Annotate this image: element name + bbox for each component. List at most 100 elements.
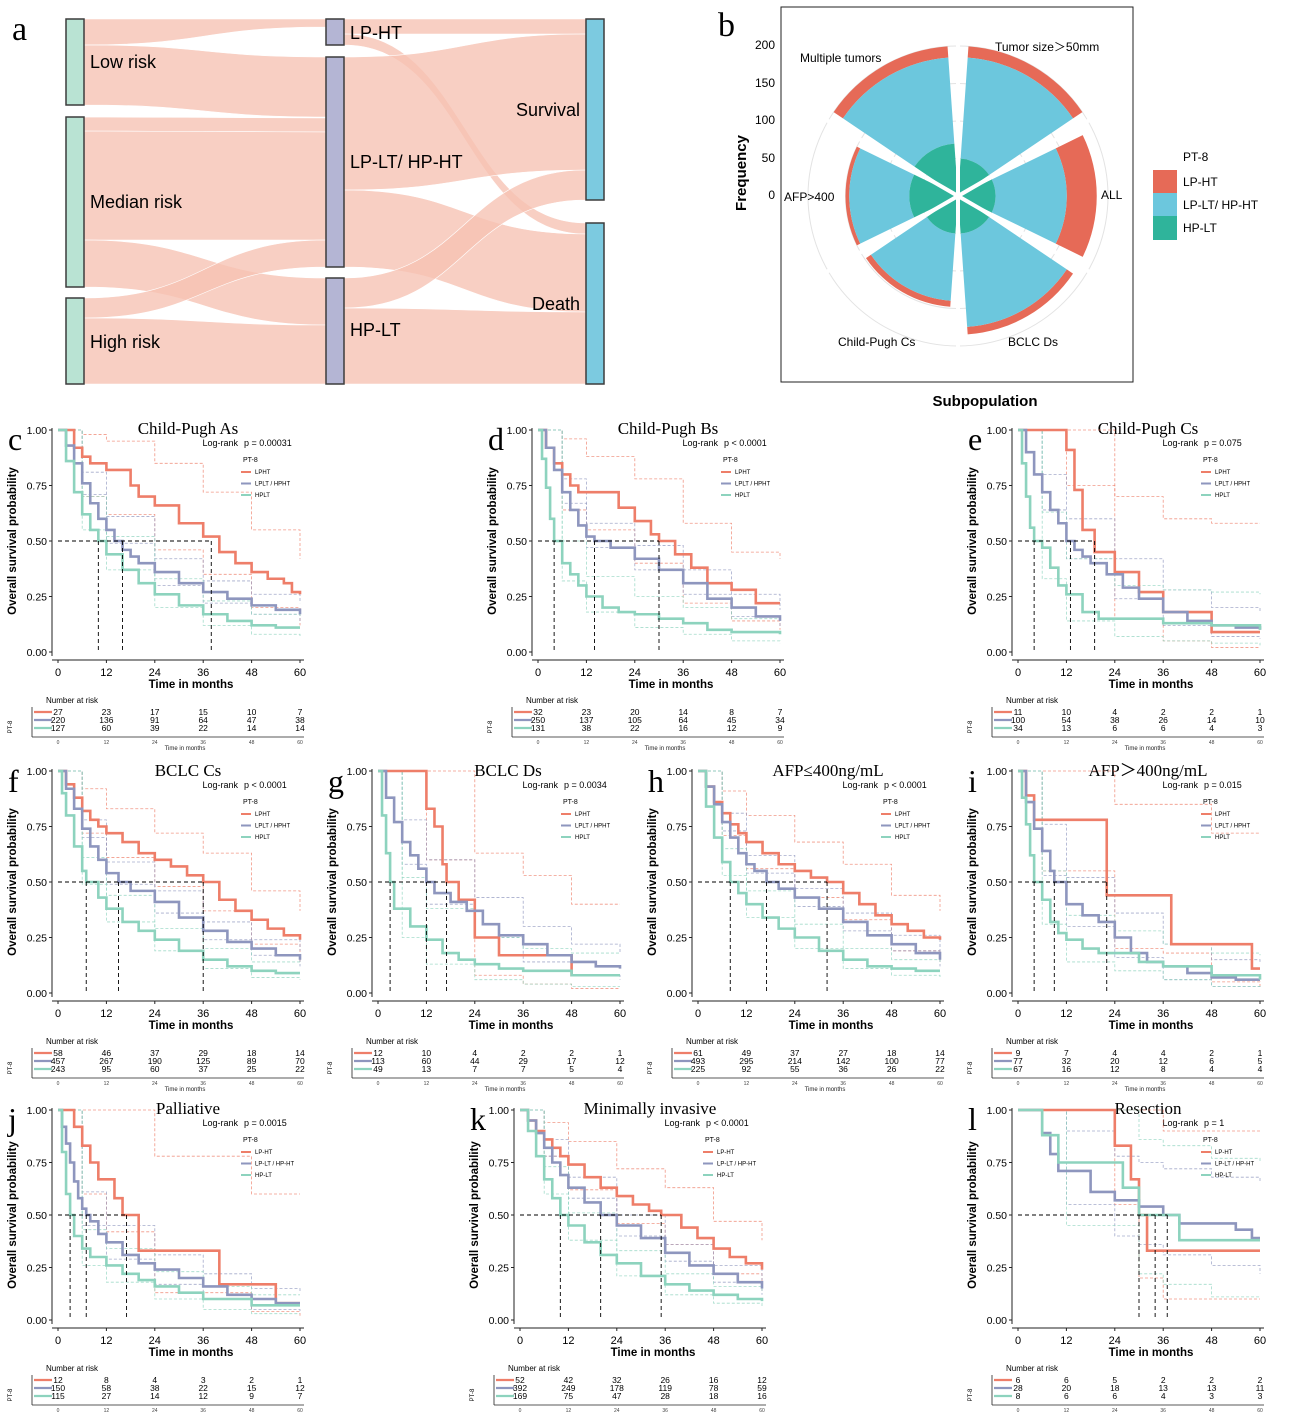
rose-tick-100: 100 [755, 113, 775, 127]
km-ci-lower-1 [58, 1109, 301, 1312]
km-x-tick-label: 36 [197, 1008, 209, 1020]
km-risk-x-tick: 60 [1257, 1408, 1263, 1412]
km-ylabel: Overall survival probability [967, 467, 979, 615]
km-x-tick-label: 36 [837, 1008, 849, 1020]
km-risk-count: 7 [298, 707, 303, 717]
km-risk-x-tick: 0 [377, 1081, 380, 1087]
km-risk-x-tick: 24 [632, 740, 638, 746]
km-x-tick-label: 0 [1015, 667, 1021, 679]
km-risk-x-tick: 36 [200, 740, 206, 746]
rose-bar-lp-lt-hp-ht-2 [960, 216, 1067, 327]
km-x-tick-label: 48 [1205, 667, 1217, 679]
km-risk-count: 77 [1013, 1056, 1023, 1066]
km-risk-count: 92 [742, 1064, 752, 1074]
km-xlabel: Time in months [611, 1347, 696, 1359]
km-risk-count: 2 [1161, 707, 1166, 717]
label-death: Death [532, 294, 580, 314]
km-x-tick-label: 24 [789, 1008, 801, 1020]
km-risk-count: 136 [99, 715, 113, 725]
km-risk-x-tick: 36 [662, 1408, 668, 1412]
km-risk-side-label: PT-8 [968, 1061, 974, 1074]
km-x-tick-label: 24 [469, 1008, 481, 1020]
km-x-tick-label: 0 [1015, 1008, 1021, 1020]
km-ylabel: Overall survival probability [967, 1141, 979, 1289]
km-y-tick-label: 0.75 [347, 822, 368, 834]
km-risk-count: 12 [615, 1056, 625, 1066]
rose-bar-lp-lt-hp-ht-0 [960, 57, 1074, 176]
km-x-tick-label: 60 [294, 1335, 306, 1347]
km-ci-upper-1 [1018, 1109, 1261, 1182]
rose-cat-all: ALL [1101, 188, 1123, 202]
km-ci-upper-1 [378, 770, 621, 954]
km-risk-xlabel: Time in months [645, 746, 686, 752]
km-risk-count: 58 [53, 1048, 63, 1058]
km-y-tick-label: 0.75 [489, 1158, 510, 1170]
km-test-name: Log-rank [202, 438, 238, 448]
rose-gap-2 [957, 194, 1107, 283]
km-legend-title: PT-8 [563, 799, 578, 806]
label-high-risk: High risk [90, 332, 161, 352]
km-risk-count: 1 [1258, 707, 1263, 717]
km-ci-upper-2 [698, 770, 941, 962]
km-curve-2 [520, 1108, 764, 1302]
km-y-tick-label: 0.50 [347, 877, 368, 889]
km-risk-count: 2 [249, 1375, 254, 1385]
km-legend-label-0: LP-HT [1215, 1150, 1233, 1156]
km-ci-lower-0 [698, 770, 941, 965]
km-x-tick-label: 60 [756, 1335, 768, 1347]
km-risk-count: 190 [148, 1056, 162, 1066]
km-y-tick-label: 1.00 [987, 766, 1008, 778]
km-risk-count: 1 [298, 1375, 303, 1385]
km-ylabel: Overall survival probability [967, 808, 979, 956]
km-ci-upper-1 [520, 1109, 763, 1281]
km-y-tick-label: 0.00 [27, 1315, 48, 1327]
panel-b-rose-chart: b 200 150 100 50 0 Frequency Subpopulati… [718, 6, 1259, 410]
km-risk-x-tick: 36 [520, 1081, 526, 1087]
km-x-tick-label: 12 [100, 1008, 112, 1020]
km-x-tick-label: 12 [1060, 667, 1072, 679]
label-median-risk: Median risk [90, 192, 183, 212]
km-risk-count: 67 [1013, 1064, 1023, 1074]
km-risk-x-tick: 0 [57, 1408, 60, 1412]
km-legend-title: PT-8 [243, 799, 258, 806]
km-xlabel: Time in months [1109, 1347, 1194, 1359]
km-risk-x-tick: 36 [200, 1408, 206, 1412]
km-risk-count: 17 [567, 1056, 577, 1066]
km-test-name: Log-rank [842, 780, 878, 790]
km-ci-lower-2 [520, 1109, 763, 1308]
km-risk-count: 60 [422, 1056, 432, 1066]
km-legend-label-1: LPLT / HPHT [1215, 482, 1250, 488]
km-risk-count: 18 [1110, 1383, 1120, 1393]
km-x-tick-label: 12 [420, 1008, 432, 1020]
km-panel-c: 0.00 0.25 0.50 0.75 1.00 0 12 24 36 48 60 Time in m… [7, 419, 306, 752]
km-x-tick-label: 12 [1060, 1335, 1072, 1347]
km-risk-count: 38 [150, 1383, 160, 1393]
rose-radial-ticks: 200 150 100 50 0 [755, 38, 775, 202]
km-risk-count: 14 [295, 1048, 305, 1058]
km-risk-count: 100 [1011, 715, 1025, 725]
km-risk-count: 22 [198, 723, 208, 733]
km-risk-count: 3 [1258, 723, 1263, 733]
km-legend-title: PT-8 [1203, 457, 1218, 464]
km-pvalue: p = 0.0015 [244, 1118, 287, 1128]
km-legend-label-0: LPHT [255, 470, 271, 476]
km-risk-count: 34 [1013, 723, 1023, 733]
km-risk-count: 8 [729, 707, 734, 717]
km-risk-count: 23 [582, 707, 592, 717]
km-risk-count: 34 [775, 715, 785, 725]
km-risk-count: 113 [371, 1056, 385, 1066]
km-risk-count: 29 [198, 1048, 208, 1058]
km-risk-count: 27 [53, 707, 63, 717]
km-risk-count: 23 [102, 707, 112, 717]
km-risk-xlabel: Time in months [1125, 1087, 1166, 1093]
km-risk-x-tick: 60 [1257, 1081, 1263, 1087]
km-risk-count: 47 [612, 1391, 622, 1401]
panel-a-letter: a [12, 11, 27, 48]
km-ci-upper-2 [378, 770, 620, 954]
km-risk-count: 13 [422, 1064, 432, 1074]
km-risk-count: 6 [1064, 1375, 1069, 1385]
km-legend-label-1: LP-LT / HP-HT [1215, 1162, 1254, 1168]
km-y-tick-label: 0.25 [489, 1263, 510, 1275]
km-ci-upper-0 [58, 429, 301, 559]
